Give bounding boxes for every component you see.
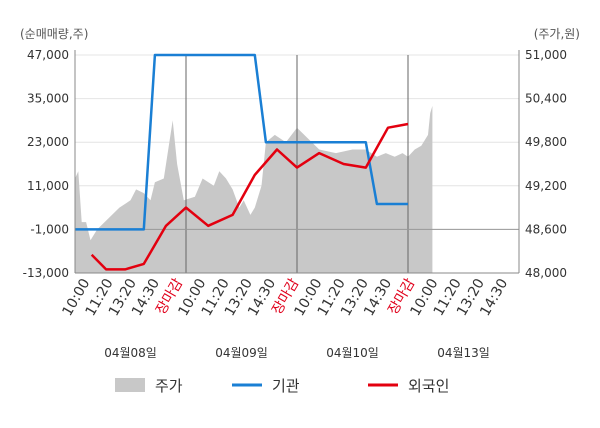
- left-tick-label: 47,000: [27, 48, 69, 62]
- right-tick-label: 48,600: [525, 222, 567, 236]
- legend-swatch-price: [115, 378, 145, 392]
- date-label: 04월10일: [326, 346, 379, 360]
- date-labels: 04월08일 04월09일 04월10일 04월13일: [104, 346, 490, 360]
- x-axis-ticks: 10:0011:2013:2014:30장마감10:0011:2013:2014…: [59, 276, 511, 319]
- right-tick-label: 49,800: [525, 135, 567, 149]
- legend: 주가 기관 외국인: [115, 377, 449, 395]
- session-separators: [75, 55, 519, 273]
- right-tick-label: 50,400: [525, 92, 567, 106]
- right-axis-ticks: 51,000 50,400 49,800 49,200 48,600 48,000: [525, 48, 567, 280]
- right-tick-label: 48,000: [525, 266, 567, 280]
- price-area: [75, 105, 433, 274]
- left-tick-label: 23,000: [27, 135, 69, 149]
- price-area-series: [75, 105, 433, 274]
- date-label: 04월08일: [104, 346, 157, 360]
- left-axis-unit: (순매매량,주): [20, 27, 88, 41]
- date-label: 04월09일: [215, 346, 268, 360]
- legend-label: 외국인: [408, 377, 449, 395]
- right-axis-unit: (주가,원): [534, 27, 580, 41]
- legend-label: 기관: [272, 377, 300, 395]
- left-tick-label: -1,000: [30, 222, 69, 236]
- left-tick-label: 35,000: [27, 92, 69, 106]
- institution-line: [75, 53, 408, 231]
- left-axis-ticks: 47,000 35,000 23,000 11,000 -1,000 -13,000: [23, 48, 69, 280]
- left-tick-label: -13,000: [23, 266, 69, 280]
- date-label: 04월13일: [437, 346, 490, 360]
- right-tick-label: 51,000: [525, 48, 567, 62]
- right-tick-label: 49,200: [525, 179, 567, 193]
- left-tick-label: 11,000: [27, 179, 69, 193]
- flow-line-series: [75, 53, 409, 271]
- foreign-line: [90, 122, 409, 271]
- legend-label: 주가: [155, 377, 183, 395]
- plot-frame: [74, 50, 520, 274]
